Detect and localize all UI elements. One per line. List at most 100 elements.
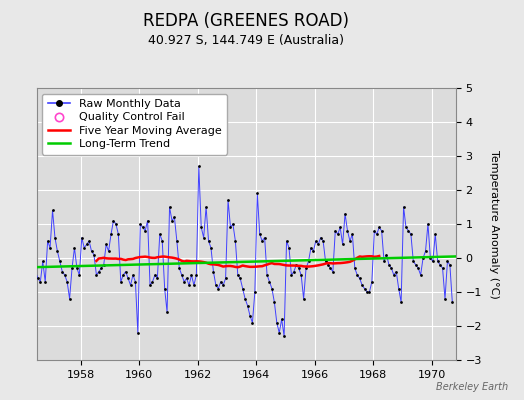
Point	[158, 238, 167, 244]
Point	[78, 234, 86, 241]
Point	[131, 278, 139, 285]
Point	[63, 278, 71, 285]
Point	[82, 241, 91, 248]
Point	[80, 244, 89, 251]
Point	[433, 258, 442, 265]
Point	[429, 258, 437, 265]
Point	[260, 234, 269, 241]
Point	[411, 262, 420, 268]
Point	[419, 255, 427, 261]
Point	[141, 228, 149, 234]
Point	[253, 190, 261, 197]
Point	[175, 265, 183, 271]
Point	[404, 228, 412, 234]
Point	[326, 265, 335, 271]
Point	[407, 231, 415, 237]
Point	[380, 258, 388, 265]
Point	[214, 286, 223, 292]
Point	[166, 204, 174, 210]
Point	[268, 286, 276, 292]
Point	[66, 296, 74, 302]
Point	[138, 224, 147, 230]
Point	[146, 282, 154, 288]
Point	[170, 214, 179, 220]
Point	[119, 272, 127, 278]
Point	[236, 275, 244, 282]
Point	[41, 278, 49, 285]
Point	[351, 265, 359, 271]
Point	[312, 238, 320, 244]
Point	[363, 289, 371, 295]
Point	[417, 272, 425, 278]
Point	[424, 221, 432, 227]
Point	[348, 231, 356, 237]
Point	[409, 258, 418, 265]
Point	[314, 241, 322, 248]
Point	[334, 231, 342, 237]
Point	[114, 231, 123, 237]
Point	[29, 251, 37, 258]
Point	[294, 265, 303, 271]
Point	[204, 238, 213, 244]
Point	[117, 278, 125, 285]
Point	[163, 309, 171, 316]
Point	[297, 272, 305, 278]
Point	[365, 289, 374, 295]
Point	[324, 262, 332, 268]
Point	[436, 262, 444, 268]
Point	[426, 255, 434, 261]
Point	[85, 238, 93, 244]
Point	[331, 228, 340, 234]
Point	[383, 251, 391, 258]
Point	[97, 265, 105, 271]
Point	[126, 282, 135, 288]
Point	[48, 207, 57, 214]
Point	[185, 282, 193, 288]
Point	[224, 197, 232, 203]
Point	[104, 248, 113, 254]
Point	[56, 258, 64, 265]
Point	[361, 286, 369, 292]
Point	[355, 275, 364, 282]
Point	[187, 272, 195, 278]
Point	[307, 244, 315, 251]
Point	[180, 278, 188, 285]
Point	[226, 224, 235, 230]
Point	[290, 268, 298, 275]
Point	[329, 268, 337, 275]
Point	[270, 299, 279, 306]
Point	[53, 248, 62, 254]
Point	[292, 262, 300, 268]
Point	[209, 268, 217, 275]
Point	[302, 265, 310, 271]
Point	[110, 218, 118, 224]
Point	[339, 241, 347, 248]
Point	[421, 248, 430, 254]
Point	[216, 278, 225, 285]
Point	[178, 272, 186, 278]
Point	[238, 286, 247, 292]
Point	[134, 330, 142, 336]
Point	[160, 286, 169, 292]
Point	[287, 272, 296, 278]
Point	[385, 262, 393, 268]
Point	[136, 221, 145, 227]
Point	[36, 278, 45, 285]
Point	[70, 244, 79, 251]
Point	[228, 221, 237, 227]
Point	[202, 204, 210, 210]
Point	[194, 163, 203, 170]
Point	[200, 234, 208, 241]
Point	[95, 268, 103, 275]
Point	[431, 231, 440, 237]
Point	[156, 231, 164, 237]
Point	[358, 282, 366, 288]
Point	[231, 238, 239, 244]
Point	[192, 272, 201, 278]
Point	[397, 299, 405, 306]
Point	[370, 228, 378, 234]
Point	[100, 262, 108, 268]
Point	[278, 316, 286, 322]
Point	[353, 272, 362, 278]
Point	[182, 275, 191, 282]
